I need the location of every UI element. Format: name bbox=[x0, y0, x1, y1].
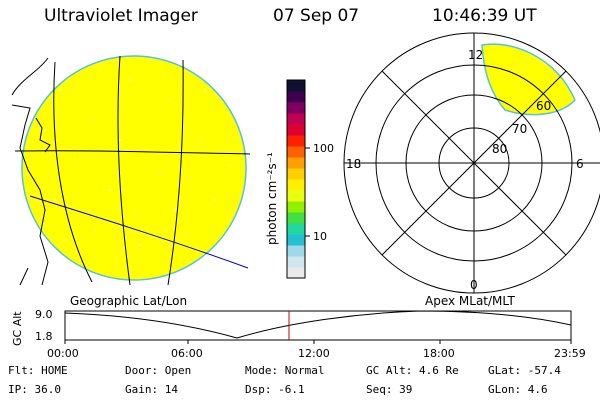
lat-label-70: 70 bbox=[512, 122, 527, 136]
colorbar-segment bbox=[287, 179, 305, 191]
colorbar-frame bbox=[286, 79, 306, 279]
colorbar-segment bbox=[287, 223, 305, 235]
disk-speckle bbox=[44, 58, 231, 261]
colorbar-segment bbox=[287, 157, 305, 169]
colorbar-segment bbox=[287, 190, 305, 202]
mlt-label-12: 12 bbox=[468, 48, 483, 62]
status-ip: IP: 36.0 bbox=[8, 383, 61, 396]
parallel-line bbox=[29, 195, 249, 269]
status-gain: Gain: 14 bbox=[125, 383, 178, 396]
meridian-line bbox=[167, 59, 184, 286]
colorbar-tick-100-label: 100 bbox=[313, 142, 334, 155]
polar-plot: 12 0 18 6 80 70 60 bbox=[343, 32, 600, 294]
colorbar-segment bbox=[287, 91, 305, 103]
colorbar-segment bbox=[287, 168, 305, 180]
colorbar-tick-10-label: 10 bbox=[313, 230, 327, 243]
gc-alt-curve bbox=[64, 310, 572, 339]
gc-alt-ytick-low: 1.8 bbox=[35, 330, 53, 343]
colorbar-segment bbox=[287, 234, 305, 246]
colorbar-segment bbox=[287, 135, 305, 147]
auroral-emission-patch bbox=[481, 43, 576, 116]
colorbar-segment bbox=[287, 102, 305, 114]
x-tick-2359: 23:59 bbox=[554, 347, 586, 360]
colorbar-segment bbox=[287, 124, 305, 136]
meridian-line bbox=[117, 55, 131, 286]
meridian-line bbox=[53, 61, 93, 283]
colorbar-segment bbox=[287, 113, 305, 125]
mlt-label-0: 0 bbox=[470, 278, 478, 292]
x-tick-0600: 06:00 bbox=[171, 347, 203, 360]
status-seq: Seq: 39 bbox=[366, 383, 413, 396]
status-gcalt: GC Alt: 4.6 Re bbox=[366, 364, 459, 377]
lat-label-60: 60 bbox=[536, 99, 551, 113]
colorbar-segment bbox=[287, 256, 305, 268]
date-label: 07 Sep 07 bbox=[273, 6, 360, 26]
status-mode: Mode: Normal bbox=[245, 364, 325, 377]
parallel-line bbox=[14, 150, 251, 155]
colorbar-segment bbox=[287, 267, 305, 279]
app-title: Ultraviolet Imager bbox=[44, 6, 198, 26]
gc-alt-ytick-high: 9.0 bbox=[35, 308, 53, 321]
emission-disk bbox=[21, 55, 247, 281]
mlt-label-18: 18 bbox=[346, 157, 361, 171]
status-dsp: Dsp: -6.1 bbox=[245, 383, 305, 396]
status-glon: GLon: 4.6 bbox=[488, 383, 548, 396]
mlt-label-6: 6 bbox=[576, 157, 584, 171]
status-door: Door: Open bbox=[125, 364, 192, 377]
colorbar-unit-label: photon cm⁻²s⁻¹ bbox=[265, 152, 279, 245]
apex-caption: Apex MLat/MLT bbox=[425, 294, 515, 308]
geographic-caption: Geographic Lat/Lon bbox=[70, 294, 187, 308]
status-glat: GLat: -57.4 bbox=[488, 364, 561, 377]
gc-alt-plot: GC Alt 9.0 1.8 00:00 06:00 12:00 18:00 2… bbox=[11, 308, 586, 360]
colorbar bbox=[287, 80, 305, 279]
colorbar-segment bbox=[287, 212, 305, 224]
polar-axis-diagonal bbox=[381, 70, 567, 256]
status-flt: Flt: HOME bbox=[8, 364, 68, 377]
x-tick-0000: 00:00 bbox=[47, 347, 79, 360]
colorbar-segment bbox=[287, 245, 305, 257]
time-label: 10:46:39 UT bbox=[432, 6, 537, 26]
colorbar-segment bbox=[287, 146, 305, 158]
x-tick-1800: 18:00 bbox=[423, 347, 455, 360]
lat-label-80: 80 bbox=[492, 142, 507, 156]
colorbar-segment bbox=[287, 201, 305, 213]
coastline bbox=[11, 57, 51, 286]
colorbar-segment bbox=[287, 80, 305, 92]
geographic-map bbox=[11, 55, 251, 286]
gc-alt-ylabel: GC Alt bbox=[11, 311, 24, 346]
x-tick-1200: 12:00 bbox=[298, 347, 330, 360]
gc-alt-frame bbox=[64, 310, 572, 341]
